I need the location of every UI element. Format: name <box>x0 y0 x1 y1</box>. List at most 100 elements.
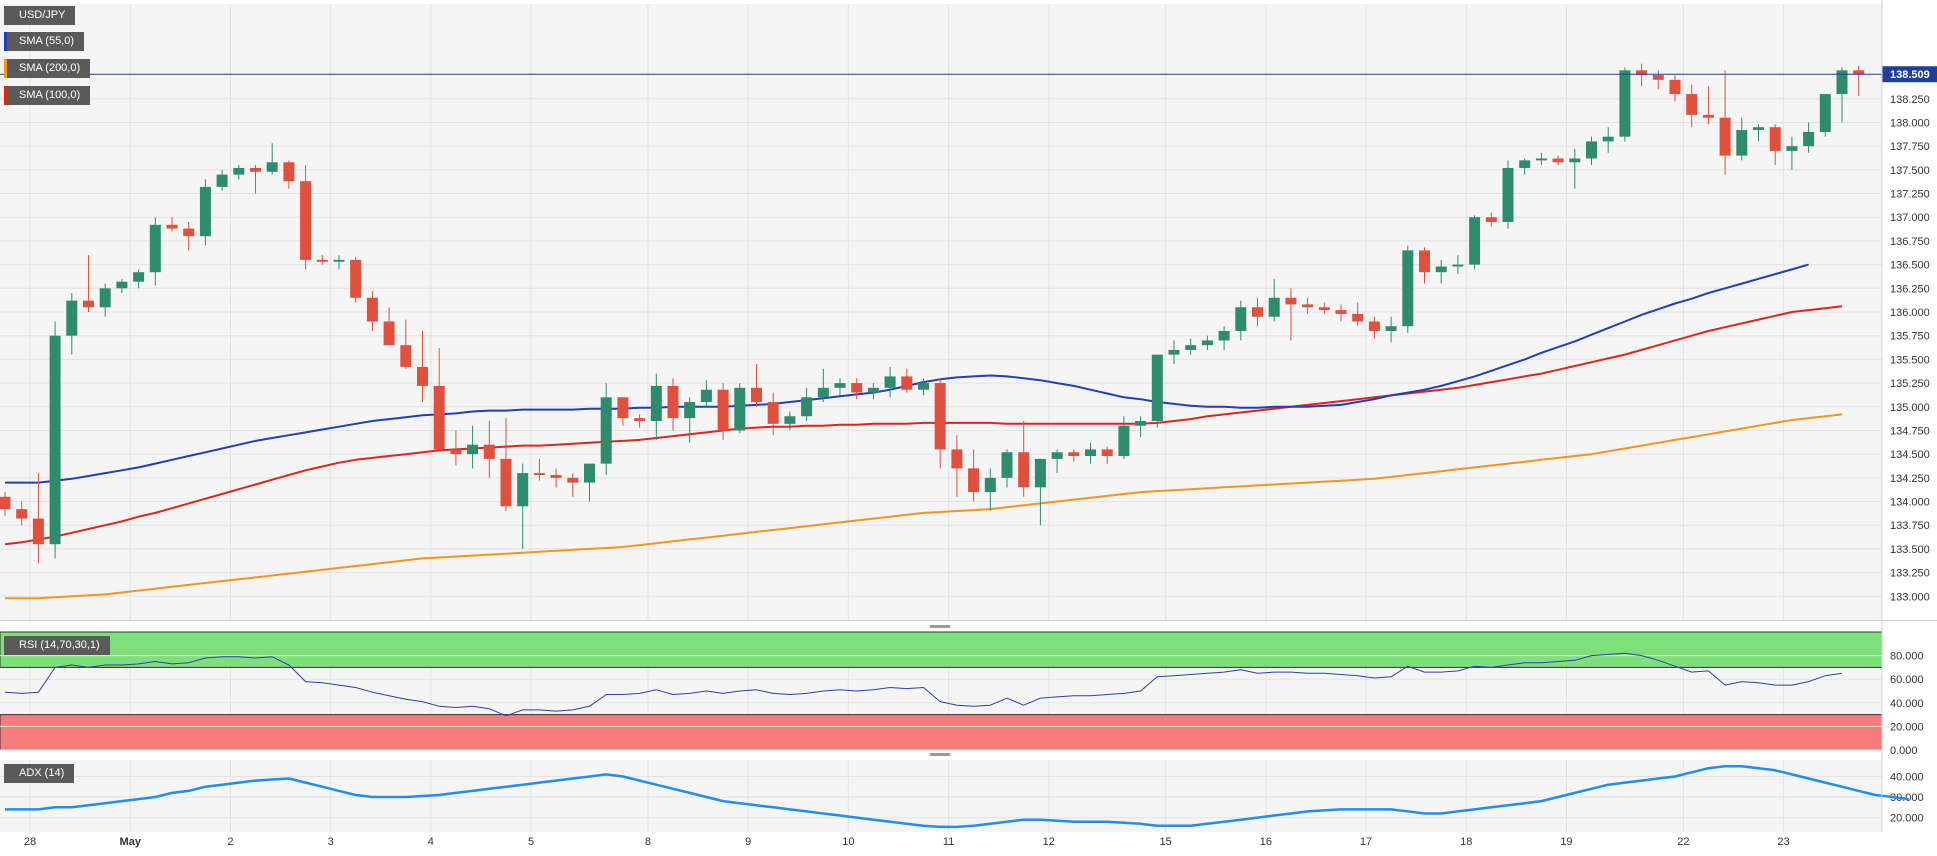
price-y-tick-label: 135.750 <box>1890 331 1930 343</box>
candle-body <box>300 181 312 260</box>
legend-price[interactable]: USD/JPY <box>4 6 76 25</box>
candle-body <box>884 376 896 388</box>
candle-body <box>32 518 44 545</box>
legend-sma200[interactable]: SMA (200,0) <box>4 59 91 78</box>
candle-body <box>600 397 612 464</box>
legend-sma55[interactable]: SMA (55,0) <box>4 32 85 51</box>
candle-body <box>183 228 195 237</box>
candle-body <box>83 300 94 308</box>
candle-body <box>350 259 362 298</box>
candle-body <box>951 449 963 469</box>
candle-body <box>1569 158 1581 163</box>
legend-adx[interactable]: ADX (14) <box>4 764 75 783</box>
price-y-tick-label: 136.500 <box>1890 260 1930 272</box>
candle-body <box>1101 449 1113 457</box>
candle-body <box>383 321 395 346</box>
price-y-tick-label: 136.250 <box>1890 283 1930 295</box>
pane-resize-handle <box>930 625 950 628</box>
candle-body <box>617 397 629 419</box>
x-tick-label: 8 <box>645 836 651 848</box>
rsi-y-tick-label: 0.000 <box>1890 745 1918 757</box>
legend-rsi[interactable]: RSI (14,70,30,1) <box>4 636 110 655</box>
candle-body <box>1586 141 1597 159</box>
pane-separator <box>0 620 1937 621</box>
candle-body <box>500 458 512 507</box>
price-y-tick-label: 133.500 <box>1890 544 1930 556</box>
candle-body <box>700 389 712 403</box>
candle-body <box>867 387 879 393</box>
rsi-line <box>4 652 1843 717</box>
price-y-tick-label: 137.250 <box>1890 189 1930 201</box>
candle-body <box>1018 452 1030 488</box>
candle-body <box>684 402 696 419</box>
candle-body <box>1285 297 1297 305</box>
candle-body <box>1736 130 1748 156</box>
adx-line <box>5 764 1909 829</box>
candle-body <box>1435 266 1447 273</box>
candle-body <box>667 385 679 419</box>
x-tick-label: 18 <box>1460 836 1472 848</box>
x-tick-label: 22 <box>1677 836 1689 848</box>
candle-body <box>99 288 111 308</box>
candle-body <box>533 473 545 476</box>
rsi-y-tick-label: 80.000 <box>1890 651 1924 663</box>
candle-body <box>1636 70 1648 76</box>
legend-sma100-label: SMA (100,0) <box>19 89 81 101</box>
candle-body <box>1168 349 1180 355</box>
candle-body <box>1519 160 1531 168</box>
candle-body <box>1452 264 1464 267</box>
candle-body <box>16 509 28 519</box>
candle-body <box>1235 307 1247 331</box>
price-y-tick-label: 133.000 <box>1890 591 1930 603</box>
legend-adx-label: ADX (14) <box>19 767 65 779</box>
candle-body <box>283 162 295 182</box>
x-tick-label: 23 <box>1777 836 1789 848</box>
legend-rsi-label: RSI (14,70,30,1) <box>19 639 100 651</box>
price-y-tick-label: 138.000 <box>1890 117 1930 129</box>
x-tick-label: 10 <box>842 836 854 848</box>
candle-body <box>433 385 445 450</box>
candle-body <box>450 449 462 455</box>
candle-body <box>1803 131 1815 147</box>
candle-body <box>1118 425 1130 457</box>
x-tick-label: May <box>120 836 142 848</box>
candle-body <box>1469 217 1481 265</box>
price-y-tick-label: 135.250 <box>1890 378 1930 390</box>
price-y-tick-label: 137.500 <box>1890 165 1930 177</box>
candle-body <box>166 224 178 229</box>
candle-body <box>1769 127 1781 151</box>
price-y-tick-label: 134.500 <box>1890 449 1930 461</box>
candle-body <box>1318 307 1330 311</box>
candle-body <box>1786 146 1798 151</box>
candle-body <box>1001 452 1013 478</box>
candle-body <box>116 281 128 289</box>
candle-body <box>934 383 946 450</box>
price-y-tick-label: 135.000 <box>1890 402 1930 414</box>
candle-body <box>1368 321 1380 331</box>
candle-body <box>1669 79 1681 95</box>
price-y-tick-label: 137.000 <box>1890 212 1930 224</box>
legend-sma100[interactable]: SMA (100,0) <box>4 86 91 105</box>
candle-body <box>834 383 846 388</box>
candle-body <box>1252 307 1263 317</box>
candle-body <box>817 387 829 398</box>
candle-body <box>66 300 78 336</box>
candle-body <box>1218 330 1230 341</box>
price-y-tick-label: 138.250 <box>1890 94 1930 106</box>
candle-body <box>1753 127 1764 131</box>
candle-body <box>1135 420 1147 426</box>
x-tick-label: 16 <box>1260 836 1272 848</box>
candle-body <box>784 416 796 424</box>
price-y-tick-label: 134.750 <box>1890 425 1930 437</box>
legend-sma55-label: SMA (55,0) <box>19 35 75 47</box>
rsi-y-tick-label: 60.000 <box>1890 674 1924 686</box>
x-tick-label: 15 <box>1160 836 1172 848</box>
candle-body <box>1485 217 1497 222</box>
candle-body <box>133 272 145 282</box>
candle-body <box>901 376 913 390</box>
candle-body <box>216 174 228 187</box>
candle-body <box>550 475 562 478</box>
x-tick-label: 17 <box>1360 836 1372 848</box>
